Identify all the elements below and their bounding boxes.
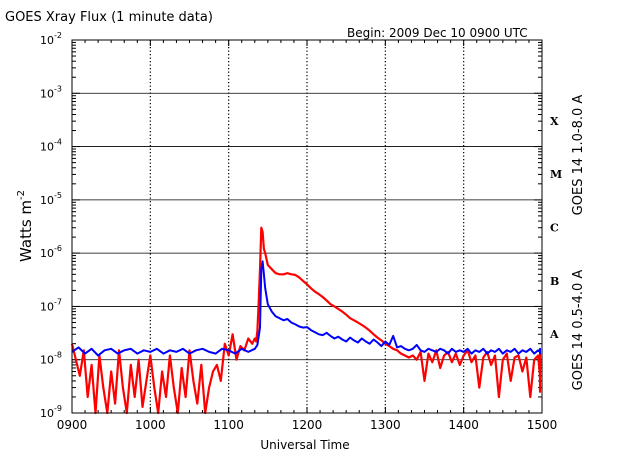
x-tick-label: 1300: [370, 418, 401, 432]
legend-label-short: GOES 14 0.5-4.0 A: [571, 270, 586, 391]
y-tick-label: 10-6: [40, 244, 62, 260]
legend-label-long: GOES 14 1.0-8.0 A: [571, 95, 586, 216]
plot-frame: [71, 39, 543, 414]
flare-class-label: C: [550, 222, 559, 235]
flare-class-label: M: [550, 168, 562, 181]
y-tick-label: 10-3: [40, 84, 62, 100]
flare-class-label: X: [550, 115, 559, 128]
x-tick-label: 0900: [57, 418, 88, 432]
flare-class-label: A: [549, 328, 559, 341]
y-tick-label: 10-9: [40, 404, 62, 420]
y-axis-ticks: 10-9 10-8 10-7 10-6 10-5 10-4 10-3 10-2: [40, 31, 542, 420]
series-line-short: [71, 260, 541, 357]
flare-class-label: B: [550, 275, 559, 288]
y-axis-label-text: Watts m: [17, 200, 35, 262]
series-legend: GOES 14 1.0-8.0 A GOES 14 0.5-4.0 A: [571, 95, 586, 391]
x-tick-label: 1100: [213, 418, 244, 432]
x-axis-label: Universal Time: [260, 438, 349, 452]
series-layer: [70, 226, 542, 415]
y-tick-label: 10-8: [40, 351, 62, 367]
y-axis-label-exponent: -2: [16, 190, 27, 200]
y-tick-label: 10-5: [40, 191, 62, 207]
y-tick-label: 10-2: [40, 31, 62, 47]
y-tick-label: 10-7: [40, 297, 62, 313]
series-line-long: [70, 226, 542, 415]
y-axis-label: Watts m-2: [16, 190, 35, 262]
flare-class-labels: A B C M X: [549, 115, 562, 341]
begin-date: Begin: 2009 Dec 10 0900 UTC: [347, 26, 528, 40]
x-tick-label: 1500: [527, 418, 558, 432]
x-tick-label: 1400: [448, 418, 479, 432]
x-axis-ticks: 0900 1000 1100 1200 1300 1400 1500: [57, 40, 558, 432]
y-tick-label: 10-4: [40, 138, 62, 154]
grid-lines: [72, 40, 542, 413]
chart-title: GOES Xray Flux (1 minute data): [5, 10, 213, 25]
x-tick-label: 1000: [135, 418, 166, 432]
x-tick-label: 1200: [292, 418, 323, 432]
